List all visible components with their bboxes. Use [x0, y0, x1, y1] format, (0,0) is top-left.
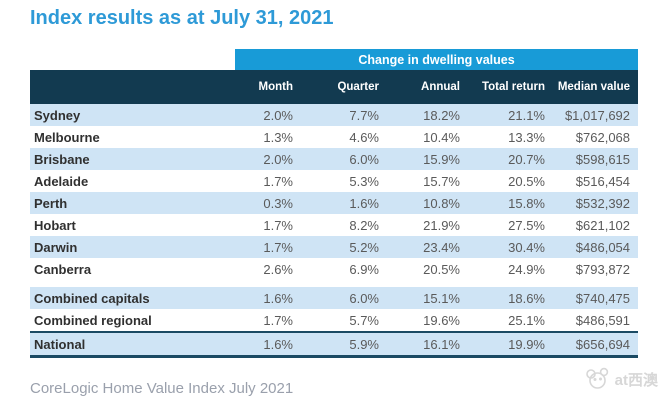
row-value: 21.9%	[423, 217, 460, 233]
row-value: 4.6%	[349, 129, 379, 145]
row-label: National	[30, 331, 235, 358]
row-label: Hobart	[34, 217, 76, 233]
band-row: Change in dwelling values	[30, 49, 639, 70]
row-value: $532,392	[545, 192, 639, 214]
row-value: 8.2%	[349, 217, 379, 233]
row-value: 25.1%	[508, 312, 545, 328]
column-header: Total return	[460, 70, 545, 104]
table-row: Canberra 2.6% 6.9% 20.5% 24.9% $793,872	[30, 258, 638, 280]
row-value: $516,454	[575, 173, 631, 189]
page-title: Index results as at July 31, 2021	[30, 7, 334, 29]
row-label: Melbourne	[34, 129, 100, 145]
table-row: Darwin 1.7% 5.2% 23.4% 30.4% $486,054	[30, 236, 639, 258]
column-header: Median value	[545, 70, 639, 104]
row-value: 1.6%	[293, 192, 379, 214]
row-value: 6.0%	[293, 287, 379, 309]
index-results-table: Change in dwelling values Month Quarter Ann…	[30, 49, 639, 358]
row-value: 0.3%	[235, 192, 293, 214]
spacer-row	[30, 280, 639, 287]
row-label: Adelaide	[34, 173, 89, 189]
row-value: $486,591	[575, 312, 631, 328]
table-row: Combined capitals 1.6% 6.0% 15.1% 18.6% $740,…	[30, 287, 639, 309]
row-value: 5.7%	[349, 312, 379, 328]
row-value: 27.5%	[508, 217, 545, 233]
row-value: 21.1%	[460, 104, 545, 126]
row-value: $621,102	[575, 217, 631, 233]
row-value: 1.6%	[235, 331, 293, 358]
table-row: Combined regional 1.7% 5.7% 19.6% 25.1% $486,…	[30, 309, 638, 332]
row-value: 7.7%	[293, 104, 379, 126]
row-value: 1.3%	[263, 129, 293, 145]
row-value: 10.8%	[379, 192, 460, 214]
row-value: 1.7%	[263, 312, 293, 328]
band-spacer	[30, 49, 235, 70]
column-header: Month	[235, 70, 293, 104]
row-label: Combined regional	[34, 312, 152, 328]
row-value: 15.8%	[460, 192, 545, 214]
row-value: 23.4%	[379, 236, 460, 258]
row-value: $740,475	[545, 287, 639, 309]
row-value: 5.9%	[293, 331, 379, 358]
column-header-row: Month Quarter Annual Total return Median val…	[30, 70, 639, 104]
row-value: 2.0%	[235, 104, 293, 126]
row-value: $486,054	[545, 236, 639, 258]
row-value: 24.9%	[508, 261, 545, 277]
row-value: 2.6%	[263, 261, 293, 277]
row-value: 19.6%	[423, 312, 460, 328]
row-value: 6.0%	[293, 148, 379, 170]
row-label: Brisbane	[30, 148, 235, 170]
row-value: $598,615	[545, 148, 639, 170]
row-value: 30.4%	[460, 236, 545, 258]
row-value: 1.7%	[235, 236, 293, 258]
table-row: Hobart 1.7% 8.2% 21.9% 27.5% $621,102	[30, 214, 638, 236]
row-label: Combined capitals	[30, 287, 235, 309]
column-header: Quarter	[293, 70, 379, 104]
row-value: $793,872	[575, 261, 631, 277]
table-row: Sydney 2.0% 7.7% 18.2% 21.1% $1,017,692	[30, 104, 639, 126]
row-value: 10.4%	[423, 129, 460, 145]
row-value: $762,068	[575, 129, 631, 145]
row-value: 6.9%	[349, 261, 379, 277]
row-label: Sydney	[30, 104, 235, 126]
row-value: 19.9%	[460, 331, 545, 358]
row-value: 1.7%	[263, 217, 293, 233]
row-value: 5.2%	[293, 236, 379, 258]
row-value: $656,694	[545, 331, 639, 358]
row-value: 5.3%	[349, 173, 379, 189]
row-value: 18.2%	[379, 104, 460, 126]
index-results-table-wrap: Change in dwelling values Month Quarter Ann…	[30, 49, 639, 358]
table-row: Perth 0.3% 1.6% 10.8% 15.8% $532,392	[30, 192, 639, 214]
watermark-label: at西澳	[614, 371, 658, 389]
row-label: Canberra	[34, 261, 92, 277]
row-value: 2.0%	[235, 148, 293, 170]
row-value: 15.7%	[423, 173, 460, 189]
row-value: 20.7%	[460, 148, 545, 170]
table-row: Melbourne 1.3% 4.6% 10.4% 13.3% $762,068	[30, 126, 638, 148]
row-label: Darwin	[30, 236, 235, 258]
row-label: Perth	[30, 192, 235, 214]
row-value: 1.6%	[235, 287, 293, 309]
row-value: 20.5%	[508, 173, 545, 189]
column-header: Annual	[379, 70, 460, 104]
table-row: National 1.6% 5.9% 16.1% 19.9% $656,694	[30, 331, 639, 358]
row-value: 15.1%	[379, 287, 460, 309]
watermark: at西澳	[584, 367, 658, 391]
row-value: 1.7%	[263, 173, 293, 189]
row-value: 16.1%	[379, 331, 460, 358]
source-caption: CoreLogic Home Value Index July 2021	[30, 380, 294, 397]
table-row: Adelaide 1.7% 5.3% 15.7% 20.5% $516,454	[30, 170, 638, 192]
band-label: Change in dwelling values	[235, 49, 639, 70]
table-row: Brisbane 2.0% 6.0% 15.9% 20.7% $598,615	[30, 148, 639, 170]
row-value: 18.6%	[460, 287, 545, 309]
row-value: $1,017,692	[545, 104, 639, 126]
column-header	[30, 70, 235, 104]
spacer-cell	[30, 280, 639, 287]
row-value: 20.5%	[423, 261, 460, 277]
row-value: 13.3%	[508, 129, 545, 145]
koala-icon	[585, 367, 608, 389]
row-value: 15.9%	[379, 148, 460, 170]
